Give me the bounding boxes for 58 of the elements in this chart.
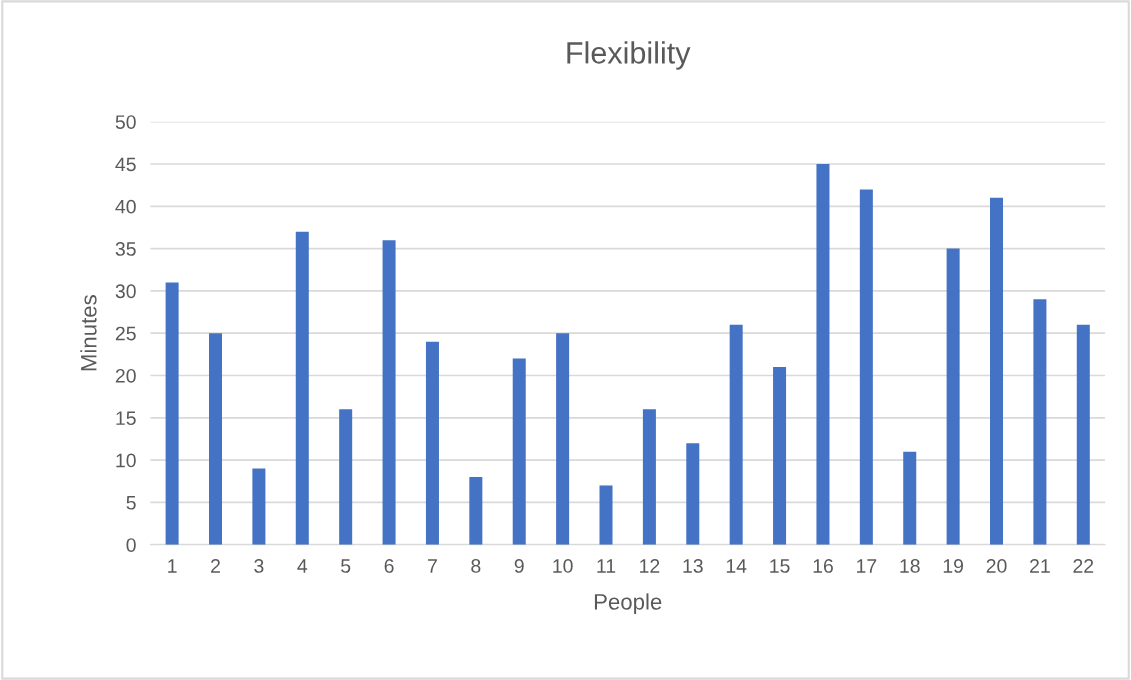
x-tick-label: 17 [857,559,877,573]
x-tick-label: 22 [1073,559,1094,573]
x-tick-label: 3 [254,559,264,573]
x-tick-label: 9 [514,559,524,573]
x-axis-title: People [594,593,662,615]
y-tick-label: 10 [116,453,136,468]
x-tick-label: 1 [168,559,177,573]
x-tick-label: 15 [770,559,790,573]
x-tick-label: 2 [211,559,220,573]
y-tick-label: 40 [115,199,136,214]
x-tick-label: 12 [640,559,660,573]
y-tick-label: 45 [115,157,136,172]
bar [686,443,700,545]
bar [295,231,309,545]
y-tick-label: 5 [126,496,136,510]
y-tick-label: 25 [115,326,136,341]
bar [990,197,1004,545]
x-tick-label: 13 [683,559,703,573]
bar [729,324,743,545]
y-tick-label: 0 [126,538,136,552]
y-tick-label: 50 [115,115,136,129]
y-tick-label: 35 [115,242,136,256]
bar [1033,299,1047,545]
x-tick-label: 7 [428,559,437,573]
chart-title: Flexibility [567,41,691,70]
bar [252,468,266,545]
bar [1076,324,1090,545]
bar [165,282,179,545]
bar [599,485,613,545]
x-tick-label: 21 [1030,559,1050,573]
y-tick-label: 30 [115,284,136,299]
bar [469,477,483,545]
bar [903,451,917,545]
bar [556,333,570,545]
x-tick-label: 10 [553,559,573,573]
bar [946,248,960,545]
x-tick-label: 20 [986,559,1007,573]
x-tick-label: 6 [384,559,394,573]
bar [816,164,830,545]
bar [642,409,656,545]
x-tick-label: 11 [597,559,616,573]
x-tick-label: 8 [471,559,481,573]
y-tick-label: 20 [115,368,136,383]
x-tick-label: 16 [813,559,833,573]
bar [512,358,526,545]
x-tick-label: 19 [943,559,964,573]
bar [859,189,873,545]
x-tick-label: 4 [297,559,308,573]
bar [209,333,223,545]
y-tick-label: 15 [116,411,136,426]
bar [425,341,439,545]
bar [773,367,787,545]
bar [382,240,396,545]
x-tick-label: 18 [900,559,920,573]
x-tick-label: 5 [341,559,351,573]
y-axis-title: Minutes [80,295,97,371]
bar [339,409,353,545]
x-tick-label: 14 [726,559,747,573]
